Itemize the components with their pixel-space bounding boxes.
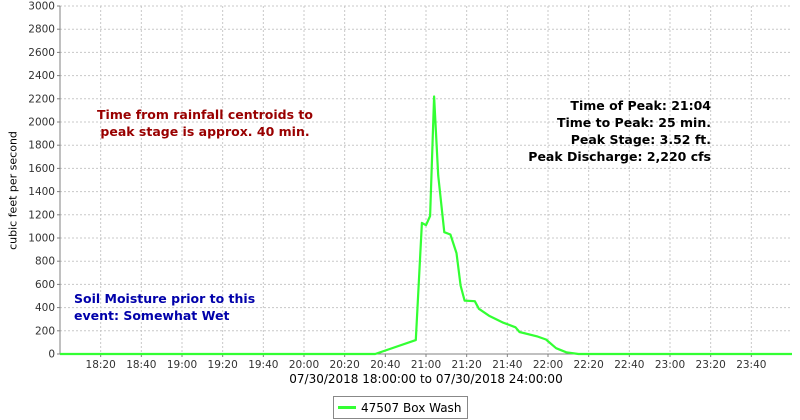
x-tick-label: 21:20 [452,359,482,371]
x-tick-labels: 18:20 18:40 19:00 19:20 19:40 20:00 20:20 20:40… [86,354,766,371]
y-tick-label: 800 [35,256,55,268]
y-tick-label: 1600 [28,163,55,175]
x-tick-label: 23:40 [736,359,766,371]
y-tick-label: 0 [48,349,55,361]
series-group [60,95,792,356]
y-tick-label: 2200 [28,93,55,105]
y-tick-label: 3000 [28,1,55,13]
x-tick-label: 19:40 [248,359,278,371]
grid-lines [60,5,792,354]
x-tick-label: 22:40 [614,359,644,371]
y-tick-label: 1400 [28,186,55,198]
annotation-line: Peak Stage: 3.52 ft. [570,132,711,147]
series-line [60,95,792,356]
x-tick-label: 20:00 [289,359,319,371]
y-tick-label: 1000 [28,233,55,245]
x-tick-label: 21:00 [411,359,441,371]
y-tick-label: 2600 [28,47,55,59]
annotation-soil-moisture: Soil Moisture prior to this event: Somew… [74,290,255,324]
x-tick-label: 23:00 [655,359,685,371]
y-tick-label: 2800 [28,24,55,36]
annotation-line: Soil Moisture prior to this [74,291,256,306]
x-axis-label: 07/30/2018 18:00:00 to 07/30/2018 24:00:… [289,372,563,386]
annotation-centroid: Time from rainfall centroids to peak sta… [95,106,315,140]
x-tick-label: 19:20 [208,359,238,371]
x-tick-label: 22:20 [574,359,604,371]
legend-label: 47507 Box Wash [361,400,462,415]
y-tick-label: 1200 [28,209,55,221]
legend-swatch [338,406,356,409]
x-tick-label: 22:00 [533,359,563,371]
x-tick-label: 18:40 [126,359,156,371]
annotation-peak-stats: Time of Peak: 21:04 Time to Peak: 25 min… [511,97,711,165]
legend: 47507 Box Wash [333,396,469,419]
annotation-line: Peak Discharge: 2,220 cfs [528,149,711,164]
y-tick-label: 2400 [28,70,55,82]
annotation-line: Time of Peak: 21:04 [570,98,711,113]
y-tick-labels: 0 200 400 600 800 1000 1200 1400 1600 1800 2000 220… [28,1,60,361]
y-tick-label: 1800 [28,140,55,152]
y-tick-label: 600 [35,279,55,291]
x-tick-label: 18:20 [86,359,116,371]
annotation-line: Time to Peak: 25 min. [556,115,711,130]
y-tick-label: 2000 [28,117,55,129]
y-tick-label: 200 [35,325,55,337]
annotation-line: peak stage is approx. 40 min. [100,124,310,139]
y-axis-label: cubic feet per second [6,131,20,250]
x-tick-label: 20:40 [370,359,400,371]
annotation-line: Time from rainfall centroids to [97,107,313,122]
x-tick-label: 23:20 [696,359,726,371]
x-tick-label: 21:40 [492,359,522,371]
y-tick-label: 400 [35,302,55,314]
x-tick-label: 20:20 [330,359,360,371]
x-tick-label: 19:00 [167,359,197,371]
annotation-line: event: Somewhat Wet [74,308,230,323]
